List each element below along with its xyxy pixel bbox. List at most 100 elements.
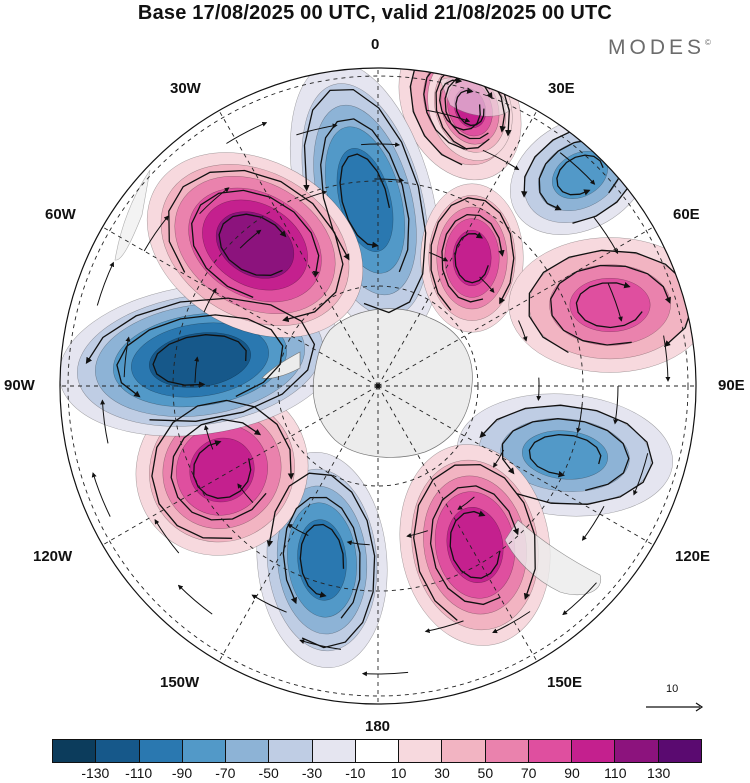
streamline (151, 399, 295, 539)
colorbar-tick-label: 30 (434, 765, 450, 781)
wind-vector (492, 611, 531, 634)
wind-vector (492, 449, 505, 468)
colorbar-tick-label: 90 (564, 765, 580, 781)
vector-reference-label: 10 (666, 683, 679, 695)
antarctica-landmass (114, 76, 602, 596)
lon-label-150e: 150E (547, 674, 583, 691)
wind-vector (123, 336, 131, 378)
colorbar-tick-label: -50 (258, 765, 279, 781)
colorbar-tick-label: -90 (171, 765, 193, 781)
colorbar-swatch (312, 740, 356, 762)
streamline (501, 418, 630, 492)
wind-vector (593, 216, 619, 255)
wind-vector (426, 109, 471, 123)
wind-vector (374, 177, 405, 183)
wind-vector (100, 399, 109, 444)
wind-vector (581, 505, 605, 541)
streamline (423, 68, 491, 150)
wind-vector (518, 320, 528, 342)
streamline (299, 523, 345, 598)
vector-reference-arrow (646, 702, 704, 712)
wind-vector (457, 496, 475, 510)
map-boundary (59, 67, 697, 705)
colorbar-swatch (572, 740, 616, 762)
lon-label-60w: 60W (45, 206, 76, 223)
wind-vector (482, 149, 520, 171)
colorbar-swatch (355, 740, 400, 762)
colorbar (52, 739, 702, 763)
wind-vector (199, 187, 230, 215)
meridian-line (102, 385, 379, 546)
lon-label-90e: 90E (718, 377, 745, 394)
wind-vector (239, 229, 262, 249)
wind-vector (663, 335, 671, 382)
lon-label-120e: 120E (675, 548, 711, 565)
lon-label-0: 0 (371, 36, 380, 53)
colorbar-tick-label: 130 (646, 765, 671, 781)
wind-vector (203, 287, 217, 313)
wind-vector (424, 620, 464, 634)
anomaly-cell-positive (508, 237, 696, 373)
colorbar-swatch (53, 740, 97, 762)
lon-label-30w: 30W (170, 80, 201, 97)
wind-vector (613, 385, 619, 425)
lon-label-30e: 30E (548, 80, 575, 97)
wind-vector (154, 519, 180, 554)
streamline (429, 485, 519, 606)
colorbar-tick-label: 110 (604, 765, 627, 781)
streamline (170, 418, 267, 521)
latitude-circle (277, 285, 479, 487)
colorbar-tick-label: -130 (81, 765, 110, 781)
wind-vector (194, 356, 200, 383)
wind-vector (346, 540, 370, 546)
wind-vector (177, 584, 213, 615)
colorbar-tick-label: -10 (345, 765, 366, 781)
colorbar-tick-label: -110 (125, 765, 153, 781)
streamline (430, 197, 515, 311)
colorbar-swatch (269, 740, 313, 762)
wind-vector (633, 453, 649, 496)
wind-vector (237, 483, 254, 503)
modes-logo: MODES© (608, 36, 711, 60)
wind-vector (299, 639, 342, 650)
colorbar-swatch (615, 740, 659, 762)
meridian-line (377, 385, 654, 546)
meridian-line (218, 110, 379, 387)
wind-vector (429, 252, 449, 262)
wind-vector (607, 283, 623, 322)
lon-label-90w: 90W (4, 377, 35, 394)
streamline (556, 154, 604, 196)
map-title: Base 17/08/2025 00 UTC, valid 21/08/2025… (137, 2, 613, 24)
streamline (282, 496, 361, 619)
colorbar-tick-label: 50 (477, 765, 494, 781)
colorbar-swatch (96, 740, 140, 762)
colorbar-swatch (399, 740, 443, 762)
colorbar-swatch (485, 740, 529, 762)
streamline (435, 68, 506, 150)
meridian-line (377, 385, 538, 662)
wind-vector (226, 121, 268, 144)
streamline (528, 433, 602, 478)
streamline (85, 297, 316, 422)
wind-vector (299, 190, 327, 202)
streamline (303, 88, 427, 314)
colorbar-tick-label: 70 (520, 765, 537, 781)
colorbar-tick-label: -30 (301, 765, 323, 781)
streamline (441, 213, 505, 303)
streamline (193, 440, 252, 499)
streamline (339, 153, 391, 249)
wind-vector (479, 276, 495, 293)
wind-vector (562, 582, 597, 616)
colorbar-swatch (139, 740, 183, 762)
meridian-line (377, 226, 654, 387)
colorbar-swatch (442, 740, 486, 762)
streamline (266, 472, 376, 649)
wind-vector (559, 152, 596, 185)
copyright-mark: © (705, 38, 711, 47)
lon-label-120w: 120W (33, 548, 73, 565)
lon-label-180: 180 (365, 718, 391, 735)
colorbar-tick-label: 10 (390, 765, 407, 781)
colorbar-swatch (528, 740, 573, 762)
wind-vector (361, 142, 401, 148)
streamline (454, 232, 489, 284)
